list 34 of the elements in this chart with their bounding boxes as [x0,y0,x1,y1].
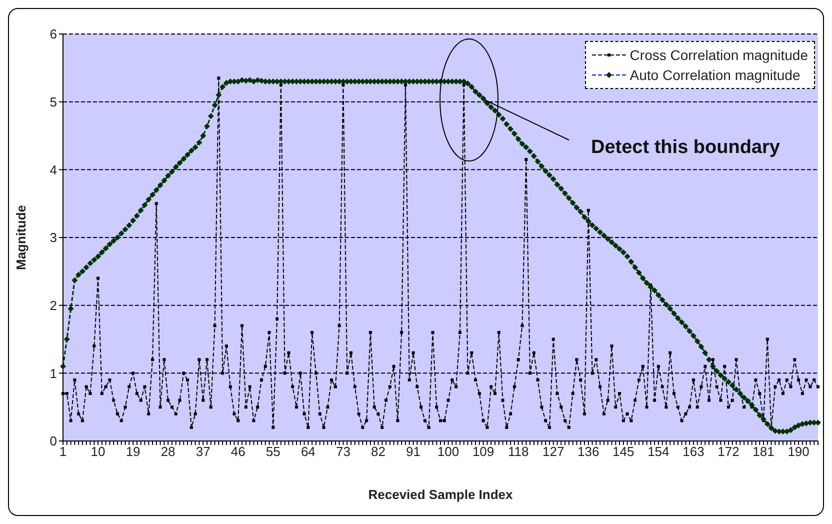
x-axis-title: Recevied Sample Index [368,487,514,502]
x-tick-label: 28 [160,444,176,460]
y-tick-label: 3 [50,230,57,246]
x-tick-label: 154 [648,444,670,460]
y-tick-label: 5 [50,94,57,110]
x-tick-label: 37 [196,444,210,460]
x-tick-label: 172 [718,444,740,460]
x-tick-label: 136 [578,444,600,460]
x-tick-label: 163 [682,444,704,460]
x-tick-label: 10 [90,444,106,460]
annotation: Detect this boundary [591,137,780,159]
x-tick-label: 127 [542,444,564,460]
y-tick-label: 4 [50,162,57,178]
x-tick-label: 73 [336,444,350,460]
y-tick-label: 2 [50,298,57,313]
x-tick-label: 145 [612,444,634,460]
x-tick-label: 1 [59,444,67,460]
legend-label: Auto Correlation magnitude [630,66,800,85]
x-tick-label: 190 [788,444,810,460]
y-axis-title: Magnitude [14,205,29,270]
y-tick-label: 0 [50,434,57,449]
x-tick-label: 118 [508,444,529,460]
legend-label: Cross Correlation magnitude [630,46,808,65]
x-tick-label: 100 [437,444,460,460]
y-tick-label: 1 [50,366,57,381]
x-tick-label: 91 [406,444,420,460]
x-tick-label: 19 [126,444,140,460]
x-tick-label: 181 [752,444,774,460]
x-tick-label: 109 [472,444,494,460]
x-tick-label: 82 [371,444,386,460]
x-tick-label: 64 [300,444,316,460]
x-tick-label: 55 [266,444,280,460]
y-tick-label: 6 [50,26,57,42]
x-tick-label: 46 [230,444,246,460]
